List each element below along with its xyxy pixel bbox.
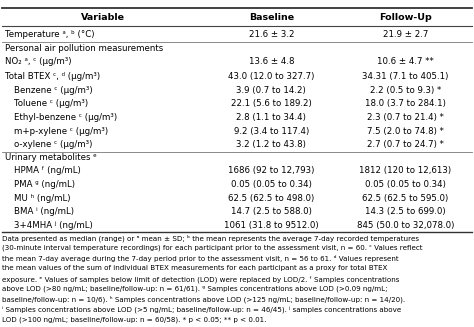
Text: Toluene ᶜ (μg/m³): Toluene ᶜ (μg/m³) [14, 99, 88, 108]
Text: ⁱ Samples concentrations above LOD (>5 ng/mL; baseline/follow-up: n = 46/45). ʲ : ⁱ Samples concentrations above LOD (>5 n… [2, 306, 401, 313]
Text: 62.5 (62.5 to 498.0): 62.5 (62.5 to 498.0) [228, 194, 314, 202]
Text: 14.7 (2.5 to 588.0): 14.7 (2.5 to 588.0) [231, 207, 312, 216]
Text: (30-minute interval temperature recordings) for each participant prior to the as: (30-minute interval temperature recordin… [2, 245, 423, 251]
Text: 3.9 (0.7 to 14.2): 3.9 (0.7 to 14.2) [237, 86, 306, 95]
Text: 1061 (31.8 to 9512.0): 1061 (31.8 to 9512.0) [224, 221, 319, 230]
Text: Baseline: Baseline [249, 13, 294, 22]
Text: 14.3 (2.5 to 699.0): 14.3 (2.5 to 699.0) [365, 207, 446, 216]
Text: Benzene ᶜ (μg/m³): Benzene ᶜ (μg/m³) [14, 86, 93, 95]
Text: 9.2 (3.4 to 117.4): 9.2 (3.4 to 117.4) [234, 127, 309, 136]
Text: 34.31 (7.1 to 405.1): 34.31 (7.1 to 405.1) [362, 72, 448, 81]
Text: NO₂ ᵃ, ᶜ (μg/m³): NO₂ ᵃ, ᶜ (μg/m³) [5, 57, 71, 66]
Text: MU ʰ (ng/mL): MU ʰ (ng/mL) [14, 194, 71, 202]
Text: Urinary metabolites ᵉ: Urinary metabolites ᵉ [5, 153, 97, 162]
Text: 21.6 ± 3.2: 21.6 ± 3.2 [249, 30, 294, 39]
Text: o-xylene ᶜ (μg/m³): o-xylene ᶜ (μg/m³) [14, 140, 92, 149]
Text: exposure. ᵉ Values of samples below limit of detection (LOD) were replaced by LO: exposure. ᵉ Values of samples below limi… [2, 275, 400, 283]
Text: 1812 (120 to 12,613): 1812 (120 to 12,613) [359, 166, 451, 175]
Text: 3.2 (1.2 to 43.8): 3.2 (1.2 to 43.8) [237, 140, 306, 149]
Text: 1686 (92 to 12,793): 1686 (92 to 12,793) [228, 166, 315, 175]
Text: 21.9 ± 2.7: 21.9 ± 2.7 [383, 30, 428, 39]
Text: 3+4MHA ʲ (ng/mL): 3+4MHA ʲ (ng/mL) [14, 221, 93, 230]
Text: 2.3 (0.7 to 21.4) *: 2.3 (0.7 to 21.4) * [367, 113, 444, 122]
Text: HPMA ᶠ (ng/mL): HPMA ᶠ (ng/mL) [14, 166, 81, 175]
Text: 43.0 (12.0 to 327.7): 43.0 (12.0 to 327.7) [228, 72, 315, 81]
Text: 13.6 ± 4.8: 13.6 ± 4.8 [249, 57, 294, 66]
Text: 2.2 (0.5 to 9.3) *: 2.2 (0.5 to 9.3) * [370, 86, 441, 95]
Text: above LOD (>80 ng/mL; baseline/follow-up: n = 61/61). ᵍ Samples concentrations a: above LOD (>80 ng/mL; baseline/follow-up… [2, 285, 388, 292]
Text: Personal air pollution measurements: Personal air pollution measurements [5, 44, 163, 53]
Text: 845 (50.0 to 32,078.0): 845 (50.0 to 32,078.0) [356, 221, 454, 230]
Text: Total BTEX ᶜ, ᵈ (μg/m³): Total BTEX ᶜ, ᵈ (μg/m³) [5, 72, 100, 81]
Text: LOD (>100 ng/mL; baseline/follow-up: n = 60/58). * p < 0.05; ** p < 0.01.: LOD (>100 ng/mL; baseline/follow-up: n =… [2, 316, 267, 322]
Text: 62.5 (62.5 to 595.0): 62.5 (62.5 to 595.0) [362, 194, 448, 202]
Text: 22.1 (5.6 to 189.2): 22.1 (5.6 to 189.2) [231, 99, 312, 108]
Text: m+p-xylene ᶜ (μg/m³): m+p-xylene ᶜ (μg/m³) [14, 127, 109, 136]
Text: Ethyl-benzene ᶜ (μg/m³): Ethyl-benzene ᶜ (μg/m³) [14, 113, 118, 122]
Text: 0.05 (0.05 to 0.34): 0.05 (0.05 to 0.34) [231, 180, 312, 189]
Text: Variable: Variable [81, 13, 125, 22]
Text: 0.05 (0.05 to 0.34): 0.05 (0.05 to 0.34) [365, 180, 446, 189]
Text: 7.5 (2.0 to 74.8) *: 7.5 (2.0 to 74.8) * [367, 127, 444, 136]
Text: Follow-Up: Follow-Up [379, 13, 432, 22]
Text: the mean values of the sum of individual BTEX measurements for each participant : the mean values of the sum of individual… [2, 265, 388, 271]
Text: 10.6 ± 4.7 **: 10.6 ± 4.7 ** [377, 57, 434, 66]
Text: the mean 7-day average during the 7-day period prior to the assessment visit, n : the mean 7-day average during the 7-day … [2, 255, 399, 262]
Text: baseline/follow-up: n = 10/6). ʰ Samples concentrations above LOD (>125 ng/mL; b: baseline/follow-up: n = 10/6). ʰ Samples… [2, 296, 405, 303]
Text: 2.8 (1.1 to 34.4): 2.8 (1.1 to 34.4) [237, 113, 306, 122]
Text: PMA ᵍ (ng/mL): PMA ᵍ (ng/mL) [14, 180, 75, 189]
Text: 2.7 (0.7 to 24.7) *: 2.7 (0.7 to 24.7) * [367, 140, 444, 149]
Text: Temperature ᵃ, ᵇ (°C): Temperature ᵃ, ᵇ (°C) [5, 30, 94, 39]
Text: 18.0 (3.7 to 284.1): 18.0 (3.7 to 284.1) [365, 99, 446, 108]
Text: Data presented as median (range) or ᵃ mean ± SD; ᵇ the mean represents the avera: Data presented as median (range) or ᵃ me… [2, 235, 419, 242]
Text: BMA ⁱ (ng/mL): BMA ⁱ (ng/mL) [14, 207, 74, 216]
